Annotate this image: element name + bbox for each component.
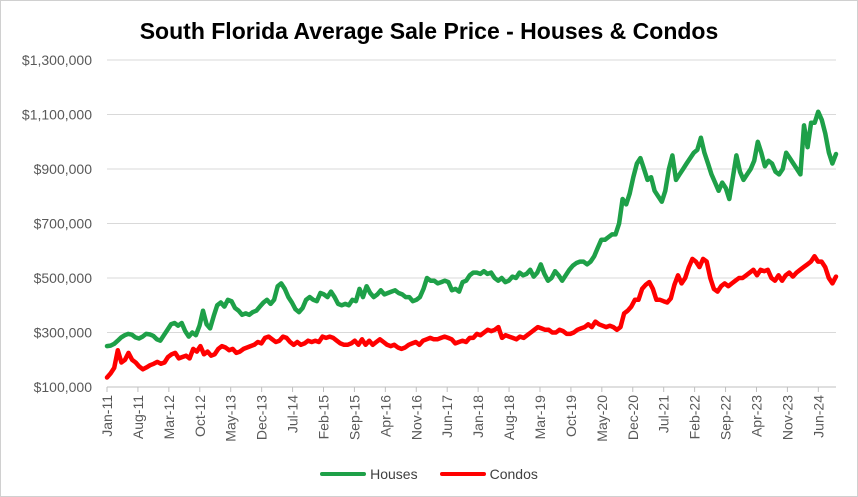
series-line-condos xyxy=(104,253,839,380)
y-tick-label: $300,000 xyxy=(34,325,93,341)
x-tick-label: Apr-23 xyxy=(748,395,764,437)
y-tick-label: $1,100,000 xyxy=(22,107,92,123)
x-tick-label: May-20 xyxy=(594,395,610,442)
y-tick-label: $500,000 xyxy=(34,270,93,286)
x-tick-label: Jun-17 xyxy=(439,395,455,438)
legend-item-condos: Condos xyxy=(439,466,538,482)
y-axis-tick-labels: $100,000 $300,000 $500,000 $700,000 $900,000… xyxy=(22,52,92,395)
y-tick-label: $100,000 xyxy=(34,379,93,395)
x-tick-label: Dec-13 xyxy=(254,395,270,440)
x-tick-label: Jul-21 xyxy=(656,395,672,433)
x-tick-label: Jan-18 xyxy=(470,395,486,438)
legend-swatch-houses xyxy=(320,472,367,476)
x-tick-label: Mar-19 xyxy=(532,395,548,440)
series-lines xyxy=(104,109,839,380)
x-tick-label: Oct-19 xyxy=(563,395,579,437)
legend-swatch-condos xyxy=(439,472,486,476)
x-axis-tick-labels: Jan-11 Aug-11 Mar-12 Oct-12 May-13 Dec-13 Jul-… xyxy=(99,395,826,442)
x-tick-label: Sep-15 xyxy=(346,395,362,440)
x-tick-label: Feb-22 xyxy=(687,395,703,440)
legend-label-condos: Condos xyxy=(489,466,538,482)
x-tick-label: Jul-14 xyxy=(285,395,301,433)
x-tick-label: Aug-18 xyxy=(501,395,517,440)
y-tick-label: $900,000 xyxy=(34,161,93,177)
series-line-houses xyxy=(104,109,839,349)
x-tick-label: Sep-22 xyxy=(718,395,734,440)
x-tick-label: Feb-15 xyxy=(315,395,331,440)
x-tick-label: Oct-12 xyxy=(192,395,208,437)
x-tick-label: Aug-11 xyxy=(130,395,146,439)
chart-title: South Florida Average Sale Price - House… xyxy=(139,18,719,44)
x-tick-label: Nov-16 xyxy=(408,395,424,440)
gridlines xyxy=(107,59,836,388)
x-tick-label: Dec-20 xyxy=(625,395,641,440)
x-tick-label: Jan-11 xyxy=(99,395,115,437)
y-tick-label: $700,000 xyxy=(34,216,93,232)
x-axis xyxy=(106,386,836,392)
x-tick-label: Jun-24 xyxy=(810,395,826,438)
x-tick-label: May-13 xyxy=(223,395,239,442)
legend-item-houses: Houses xyxy=(320,466,418,482)
x-tick-label: Mar-12 xyxy=(161,395,177,440)
legend-label-houses: Houses xyxy=(370,466,418,482)
legend: Houses Condos xyxy=(0,466,858,482)
x-tick-label: Apr-16 xyxy=(377,395,393,437)
y-tick-label: $1,300,000 xyxy=(22,52,92,68)
x-tick-label: Nov-23 xyxy=(779,395,795,440)
